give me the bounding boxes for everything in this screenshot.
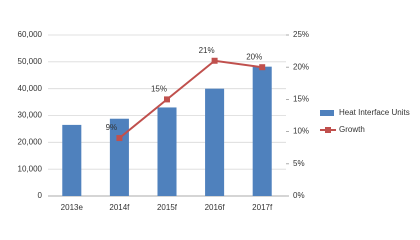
legend-label: Growth bbox=[339, 125, 365, 134]
line-marker bbox=[211, 57, 218, 64]
data-label: 21% bbox=[199, 46, 215, 55]
bar bbox=[62, 124, 82, 196]
x-tick-label: 2014f bbox=[109, 203, 130, 212]
data-label: 20% bbox=[246, 52, 262, 61]
line bbox=[118, 59, 263, 139]
legend-swatch bbox=[320, 110, 334, 116]
chart: 0 10,000 20,000 30,000 40,000 50,000 60,000 0% 5… bbox=[18, 30, 410, 212]
y2-tick-label: 10% bbox=[293, 127, 309, 136]
legend-swatch bbox=[325, 127, 331, 133]
line-marker bbox=[259, 64, 266, 71]
y2-tick-label: 25% bbox=[293, 30, 309, 39]
bar bbox=[252, 66, 272, 196]
y-tick-label: 20,000 bbox=[18, 137, 43, 146]
x-tick-label: 2016f bbox=[205, 203, 226, 212]
data-label: 9% bbox=[106, 123, 118, 132]
y-tick-label: 30,000 bbox=[18, 111, 43, 120]
y-tick-label: 40,000 bbox=[18, 84, 43, 93]
data-label: 15% bbox=[151, 85, 167, 94]
line-marker bbox=[164, 96, 170, 103]
legend-label: Heat Interface Units bbox=[339, 108, 410, 117]
y2-tick-label: 0% bbox=[293, 191, 305, 200]
y-tick-label: 10,000 bbox=[18, 164, 43, 173]
x-tick-label: 2015f bbox=[157, 203, 178, 212]
y2-tick-label: 5% bbox=[293, 159, 305, 168]
y-tick-label: 0 bbox=[38, 191, 43, 200]
y-tick-label: 60,000 bbox=[18, 30, 43, 39]
bar bbox=[157, 107, 177, 196]
y-tick-label: 50,000 bbox=[18, 57, 43, 66]
y2-tick-label: 20% bbox=[293, 62, 309, 71]
x-tick-label: 2017f bbox=[252, 203, 273, 212]
line-marker bbox=[116, 135, 123, 142]
bar bbox=[109, 118, 129, 196]
y2-tick-label: 15% bbox=[293, 95, 309, 104]
x-tick-label: 2013e bbox=[61, 203, 84, 212]
bar bbox=[205, 88, 225, 196]
